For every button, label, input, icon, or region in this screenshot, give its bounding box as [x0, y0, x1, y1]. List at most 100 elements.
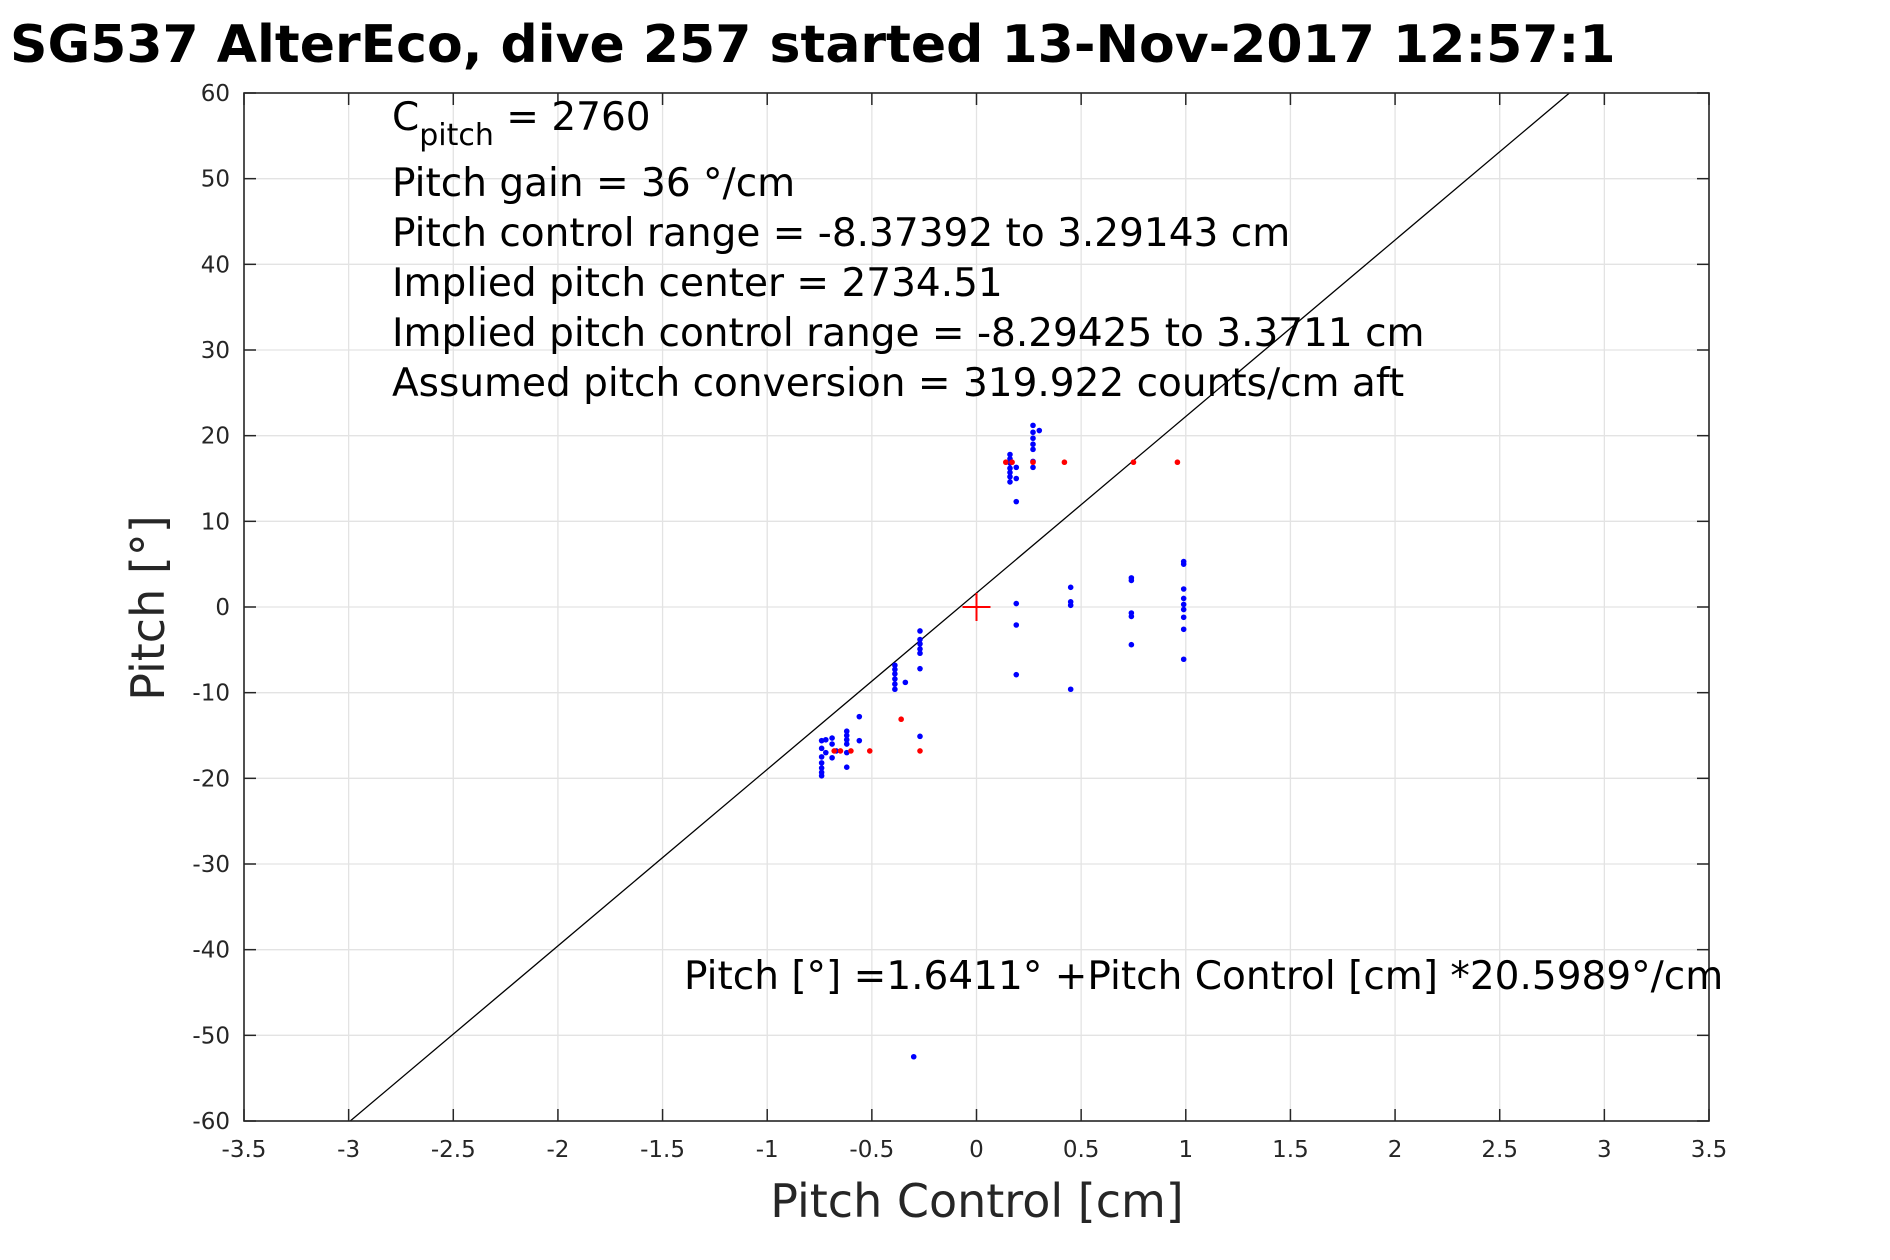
y-tick-label-6: 0: [215, 595, 230, 621]
center-marker-group: [962, 593, 991, 621]
point-s0-28: [917, 628, 923, 634]
point-s0-61: [1128, 577, 1135, 584]
data-points: [818, 422, 1187, 1060]
point-s0-19: [856, 713, 863, 720]
x-tick-label-0: -3.5: [222, 1137, 267, 1163]
point-s0-4: [818, 765, 825, 771]
point-s0-73: [1180, 656, 1187, 663]
y-tick-label-7: 10: [201, 509, 230, 535]
y-tick-label-4: -20: [192, 766, 230, 792]
point-s0-68: [1180, 595, 1187, 602]
x-tick-label-1: -3: [337, 1137, 360, 1163]
y-tick-label-12: 60: [201, 81, 230, 107]
x-axis-label: Pitch Control [cm]: [770, 1174, 1184, 1228]
point-s0-25: [892, 681, 898, 687]
point-s0-10: [829, 741, 835, 747]
axis-ticks: -3.5 -3 -2.5 -2 -1.5 -1 -0.5 0 0.5 1 1.5 2 2.5 3 3.5 -6…: [192, 81, 1727, 1163]
point-s0-51: [1030, 422, 1036, 429]
point-s1-11: [1174, 459, 1181, 466]
point-s0-74: [910, 1053, 917, 1060]
annotation-fit-equation: Pitch [°] =1.6411° +Pitch Control [cm] *…: [684, 954, 1723, 999]
point-s0-63: [1128, 613, 1135, 620]
point-s0-17: [843, 749, 850, 756]
y-tick-label-9: 30: [201, 338, 230, 364]
point-s0-59: [1067, 686, 1074, 693]
point-s1-6: [1003, 459, 1009, 466]
point-s0-15: [843, 736, 850, 743]
point-s0-24: [892, 676, 898, 682]
point-s0-21: [892, 662, 898, 669]
point-s0-27: [902, 679, 909, 686]
point-s0-0: [818, 737, 825, 744]
point-s0-20: [856, 737, 863, 744]
y-axis-label: Pitch [°]: [121, 515, 175, 701]
y-tick-label-0: -60: [192, 1109, 230, 1135]
point-s0-56: [1067, 584, 1074, 591]
point-s0-22: [892, 666, 898, 673]
x-tick-label-8: 0.5: [1063, 1137, 1100, 1163]
point-s1-5: [898, 716, 904, 723]
point-s0-26: [892, 686, 898, 693]
point-s0-58: [1067, 602, 1074, 609]
grid-lines: [243, 92, 1710, 1122]
point-s0-33: [917, 665, 923, 672]
point-s0-47: [1030, 446, 1036, 453]
annotation-c-pitch-symbol: C: [392, 95, 419, 140]
annotation-implied-pitch-center: Implied pitch center = 2734.51: [392, 261, 1003, 306]
y-tick-label-10: 40: [201, 252, 230, 278]
point-s0-48: [1030, 441, 1036, 448]
x-tick-label-5: -1: [756, 1137, 779, 1163]
point-s0-69: [1180, 601, 1187, 608]
point-s1-9: [1061, 459, 1068, 466]
annotation-pitch-conversion: Assumed pitch conversion = 319.922 count…: [392, 361, 1404, 406]
point-s0-67: [1180, 586, 1187, 592]
point-s0-13: [843, 728, 850, 735]
point-s0-49: [1030, 435, 1036, 442]
y-tick-label-5: -10: [192, 681, 230, 707]
point-s0-11: [829, 754, 835, 761]
point-s1-4: [917, 748, 923, 754]
point-s0-35: [1007, 479, 1013, 485]
y-tick-label-8: 20: [201, 424, 230, 450]
x-tick-label-13: 3: [1597, 1137, 1612, 1163]
point-s0-66: [1180, 561, 1187, 567]
point-s1-0: [831, 748, 837, 754]
x-tick-label-6: -0.5: [849, 1137, 894, 1163]
x-tick-label-4: -1.5: [640, 1137, 685, 1163]
point-s0-7: [823, 736, 829, 743]
point-s0-41: [1007, 451, 1013, 458]
point-s1-3: [866, 748, 873, 754]
point-s0-6: [818, 772, 825, 779]
annotation-c-pitch-subscript: pitch: [419, 118, 494, 153]
point-s0-16: [843, 741, 850, 747]
point-s1-1: [837, 748, 844, 754]
y-tick-label-3: -30: [192, 852, 230, 878]
point-s0-32: [917, 650, 923, 657]
x-tick-label-10: 1.5: [1272, 1137, 1309, 1163]
point-s0-36: [1007, 473, 1013, 480]
point-s0-8: [823, 749, 829, 756]
x-tick-label-7: 0: [969, 1137, 984, 1163]
point-s0-37: [1007, 469, 1013, 476]
point-s0-50: [1030, 429, 1036, 436]
point-s0-53: [1013, 600, 1020, 607]
point-s1-8: [1030, 459, 1036, 466]
point-s0-71: [1180, 614, 1187, 621]
annotation-c-pitch-value: = 2760: [494, 95, 651, 140]
x-tick-label-14: 3.5: [1691, 1137, 1728, 1163]
point-s0-23: [892, 671, 898, 677]
point-s0-70: [1180, 606, 1187, 613]
point-s0-64: [1128, 641, 1135, 648]
annotation-c-pitch: Cpitch = 2760: [392, 95, 651, 153]
point-s0-29: [917, 636, 923, 643]
point-s0-18: [843, 764, 850, 770]
x-tick-label-9: 1: [1178, 1137, 1193, 1163]
point-s0-52: [1036, 427, 1043, 434]
point-s0-44: [1013, 475, 1020, 482]
point-s0-72: [1180, 626, 1187, 633]
point-s0-3: [818, 760, 825, 766]
point-s0-54: [1013, 622, 1020, 628]
point-s0-34: [917, 733, 923, 740]
annotation-implied-control-range: Implied pitch control range = -8.29425 t…: [392, 311, 1425, 356]
